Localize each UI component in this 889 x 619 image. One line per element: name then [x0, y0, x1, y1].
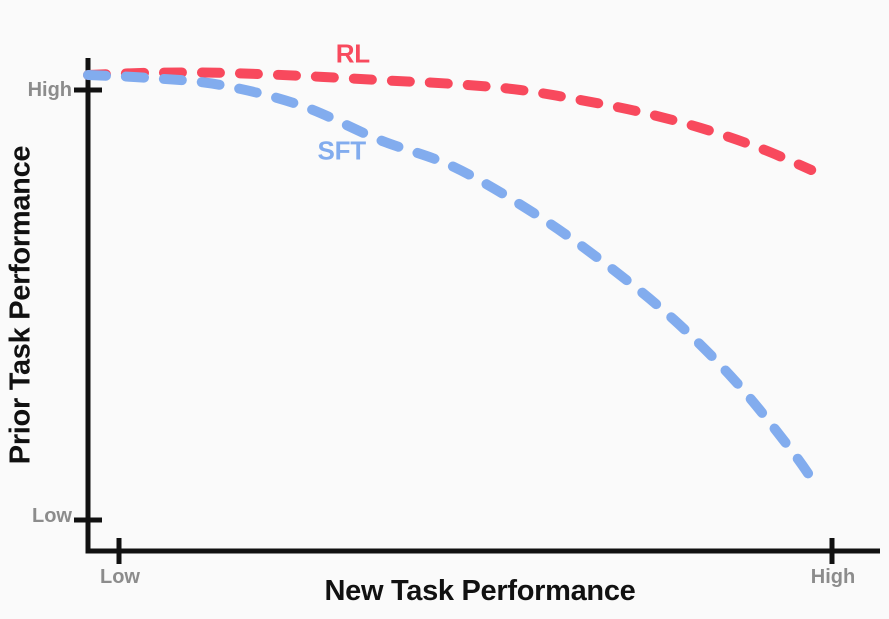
x-axis-title: New Task Performance	[324, 575, 636, 607]
rl-curve	[83, 67, 817, 175]
y-tick-label-low: Low	[32, 505, 72, 527]
y-tick-label-high: High	[27, 79, 72, 101]
axes-lines	[85, 58, 880, 554]
x-tick-label-high: High	[810, 566, 856, 588]
x-tick-label-low: Low	[100, 566, 140, 588]
sft-curve	[83, 70, 823, 492]
rl-series-label: RL	[335, 38, 370, 69]
sft-series-label: SFT	[317, 135, 366, 166]
y-axis-title: Prior Task Performance	[4, 145, 37, 465]
